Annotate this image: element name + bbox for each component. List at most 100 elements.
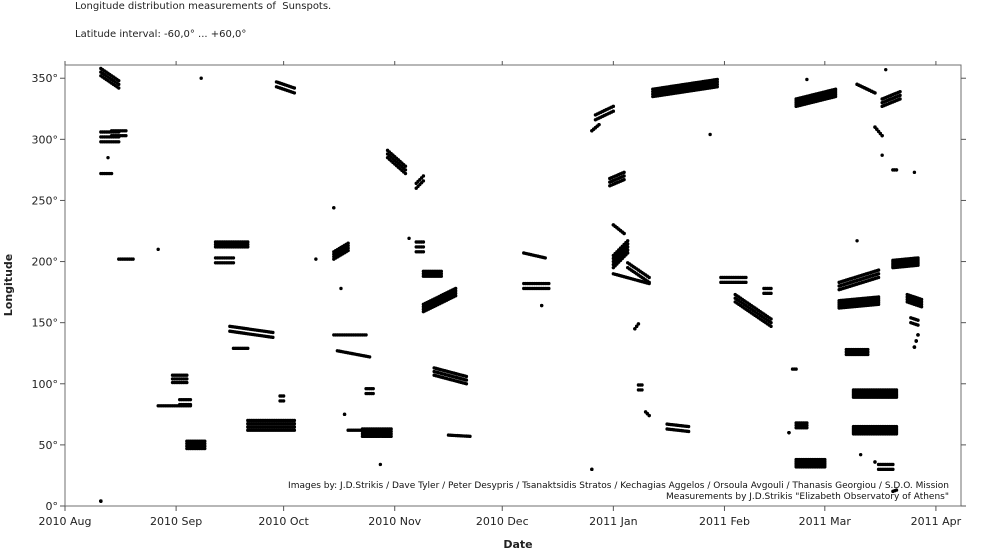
- data-point: [453, 289, 458, 293]
- data-point: [916, 256, 920, 260]
- y-tick-label: 100°: [32, 378, 59, 391]
- x-tick-label: 2010 Oct: [258, 515, 309, 528]
- data-point: [866, 352, 870, 357]
- data-point: [292, 428, 297, 432]
- data-point: [421, 240, 426, 244]
- data-point: [858, 452, 863, 457]
- data-point: [439, 269, 444, 274]
- data-point: [292, 422, 297, 426]
- data-point: [912, 345, 917, 349]
- plot-frame: [64, 64, 962, 507]
- data-point: [292, 418, 297, 423]
- data-point: [647, 413, 651, 418]
- data-point: [894, 488, 899, 492]
- data-point: [117, 86, 121, 90]
- data-point: [876, 268, 881, 272]
- data-point: [403, 168, 408, 172]
- data-point: [625, 242, 630, 246]
- data-point: [805, 423, 809, 428]
- data-point: [124, 133, 128, 138]
- data-point: [919, 302, 924, 307]
- data-point: [898, 93, 902, 98]
- data-point: [590, 467, 594, 472]
- data-point: [407, 236, 411, 241]
- data-point: [622, 170, 626, 175]
- data-point: [744, 275, 748, 280]
- data-point: [916, 318, 920, 322]
- data-point: [203, 441, 207, 446]
- data-point: [421, 179, 426, 183]
- data-point: [389, 434, 393, 439]
- data-point: [339, 286, 343, 291]
- data-point: [389, 432, 393, 436]
- data-point: [185, 377, 189, 381]
- data-point: [421, 250, 426, 254]
- x-axis: 2010 Aug 2010 Sep 2010 Oct 2010 Nov 2010 Dec…: [39, 61, 962, 528]
- data-point: [203, 446, 207, 451]
- data-point: [346, 243, 350, 248]
- data-point: [794, 367, 798, 371]
- data-point: [919, 297, 924, 302]
- data-point: [188, 397, 193, 402]
- data-point: [281, 399, 286, 403]
- data-point: [873, 460, 877, 464]
- data-point: [188, 402, 193, 407]
- data-point: [439, 272, 444, 276]
- data-point: [744, 280, 748, 285]
- data-point: [371, 391, 375, 396]
- data-point: [625, 248, 630, 252]
- data-point: [109, 171, 114, 176]
- data-point: [647, 275, 651, 280]
- data-point: [468, 434, 472, 439]
- data-point: [708, 132, 712, 137]
- data-point: [292, 86, 297, 90]
- y-tick-label: 350°: [32, 72, 59, 85]
- data-point: [919, 305, 924, 309]
- data-point: [715, 80, 719, 84]
- data-point: [647, 280, 651, 285]
- data-point: [715, 82, 719, 87]
- data-point: [389, 429, 393, 434]
- data-point: [371, 386, 375, 391]
- data-point: [271, 335, 275, 340]
- data-point: [916, 323, 920, 327]
- data-point: [634, 324, 639, 329]
- data-point: [919, 300, 924, 304]
- credits-measurements: Measurements by J.D.Strikis "Elizabeth O…: [666, 492, 949, 502]
- data-point: [597, 122, 601, 127]
- data-point: [866, 347, 870, 352]
- data-point: [246, 346, 250, 351]
- data-point: [464, 374, 469, 379]
- data-point: [873, 91, 877, 95]
- data-point: [292, 91, 297, 95]
- data-point: [106, 155, 110, 160]
- data-point: [199, 76, 203, 80]
- x-tick-label: 2011 Feb: [699, 515, 750, 528]
- data-point: [464, 378, 469, 382]
- data-point: [769, 320, 773, 325]
- data-point: [389, 427, 393, 431]
- data-point: [633, 327, 637, 331]
- data-point: [898, 97, 902, 101]
- data-point: [823, 457, 827, 462]
- data-point: [346, 246, 350, 250]
- data-point: [891, 462, 895, 467]
- data-point: [891, 467, 895, 472]
- y-tick-label: 300°: [32, 133, 59, 146]
- data-point: [117, 82, 121, 87]
- data-point: [131, 257, 135, 261]
- data-point: [622, 177, 626, 182]
- data-point: [640, 383, 644, 387]
- data-point: [914, 339, 918, 343]
- data-point: [876, 272, 881, 276]
- data-point: [403, 164, 408, 168]
- x-tick-label: 2010 Nov: [368, 515, 421, 528]
- y-tick-label: 50°: [39, 439, 59, 452]
- data-point: [855, 239, 859, 243]
- data-point: [636, 322, 641, 326]
- data-point: [99, 499, 103, 503]
- data-point: [453, 291, 458, 296]
- y-tick-label: 150°: [32, 317, 59, 330]
- data-point: [805, 421, 809, 425]
- data-point: [640, 388, 644, 392]
